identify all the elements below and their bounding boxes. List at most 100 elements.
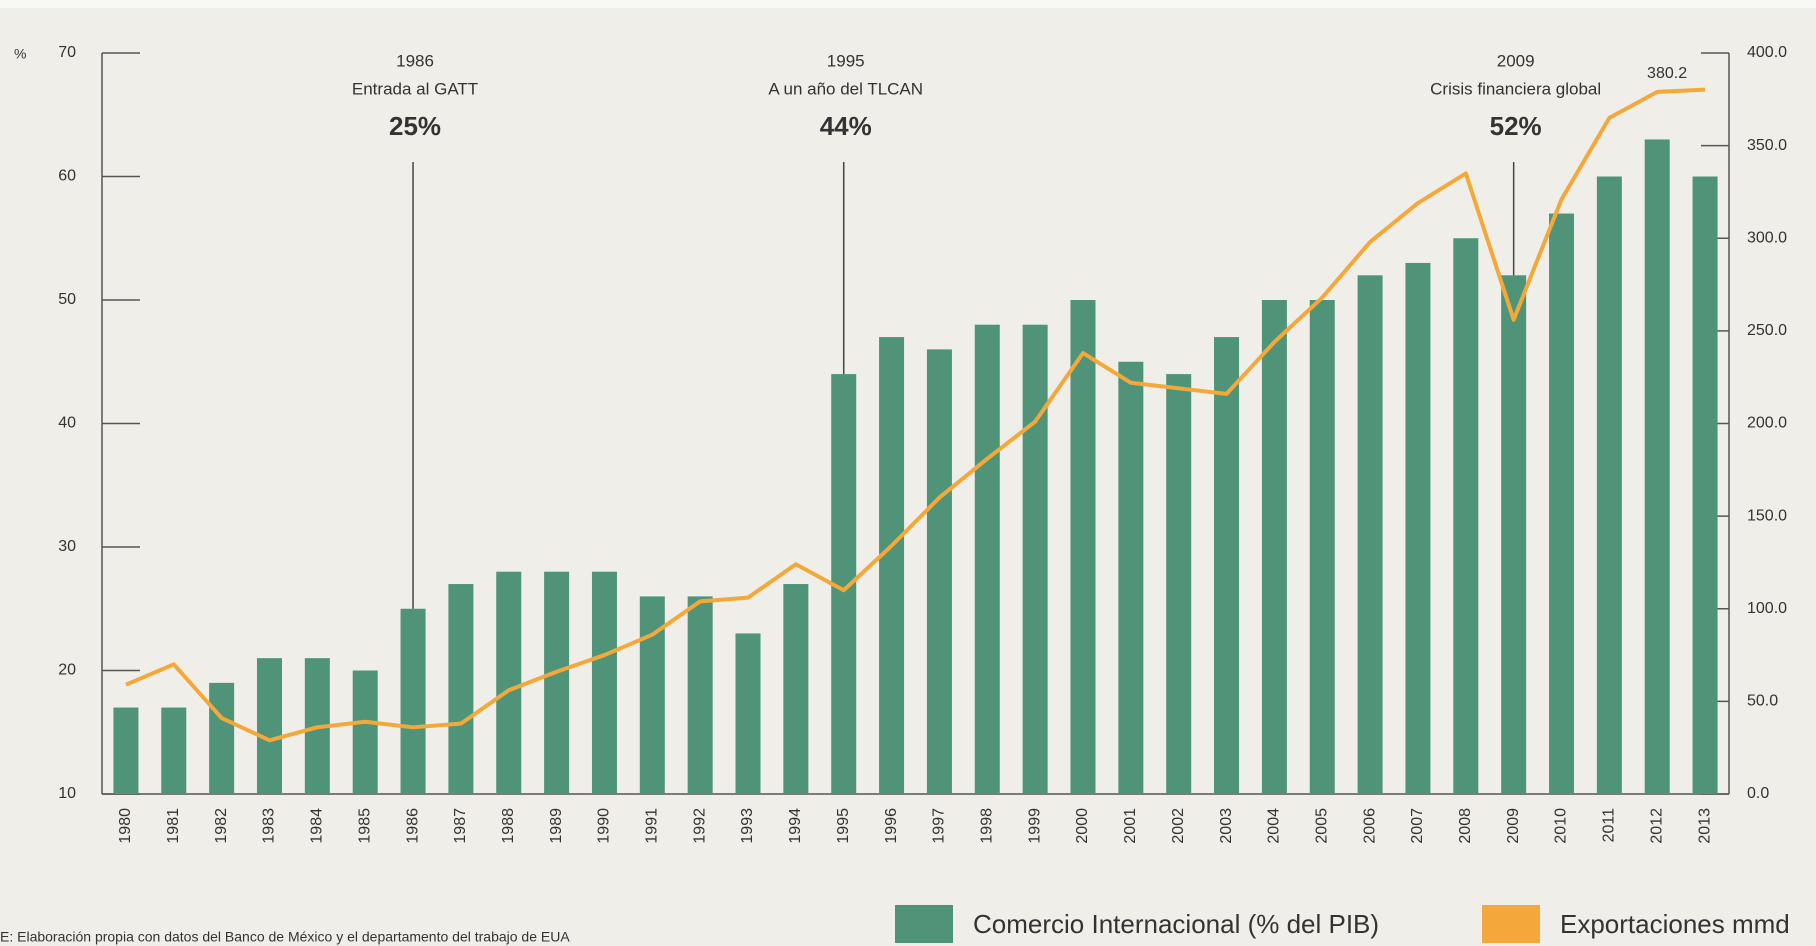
- x-tick-label: 1993: [739, 808, 756, 844]
- annotation-label: 52%: [1490, 111, 1542, 141]
- bar: [1309, 300, 1335, 794]
- bar: [1596, 176, 1622, 794]
- x-tick-label: 1999: [1026, 808, 1043, 844]
- x-tick-label: 2006: [1361, 808, 1378, 844]
- y2-tick-label: 0.0: [1747, 785, 1769, 802]
- line: [125, 87, 1706, 743]
- y2-tick-label: 350.0: [1747, 137, 1787, 154]
- x-tick-label: 2004: [1266, 808, 1283, 844]
- bar: [1022, 324, 1048, 794]
- bar: [1692, 176, 1718, 794]
- y2-tick-label: 50.0: [1747, 693, 1778, 710]
- y2-tick-label: 300.0: [1747, 229, 1787, 246]
- x-tick-label: 1994: [787, 808, 804, 844]
- bar: [1644, 139, 1670, 794]
- bar: [1501, 275, 1527, 794]
- bar: [735, 633, 761, 794]
- legend-label: Comercio Internacional (% del PIB): [973, 909, 1379, 939]
- x-tick-label: 1998: [978, 808, 995, 844]
- bar: [448, 584, 474, 794]
- top-band: [0, 0, 1816, 8]
- bar: [1070, 300, 1096, 794]
- y2-tick-label: 200.0: [1747, 415, 1787, 432]
- annotation-year: 2009: [1497, 51, 1535, 70]
- bar: [1549, 213, 1575, 795]
- x-tick-label: 2003: [1218, 808, 1235, 844]
- bar: [974, 324, 1000, 794]
- y-unit: %: [14, 46, 26, 62]
- bar: [544, 571, 570, 794]
- y2-tick-label: 150.0: [1747, 507, 1787, 524]
- annotation-text: Entrada al GATT: [352, 79, 478, 98]
- x-tick-label: 2009: [1505, 808, 1522, 844]
- annotation-text: Crisis financiera global: [1430, 79, 1601, 98]
- x-tick-label: 1983: [261, 808, 278, 844]
- legend-label: Exportaciones mmd: [1560, 909, 1790, 939]
- bar: [161, 707, 187, 794]
- y-tick-label: 50: [58, 291, 76, 308]
- x-tick-label: 2008: [1457, 808, 1474, 844]
- value-label: 380.2: [1647, 65, 1687, 82]
- x-tick-label: 1988: [500, 808, 517, 844]
- annotation-year: 1995: [827, 51, 865, 70]
- annotation-text: A un año del TLCAN: [768, 79, 923, 98]
- y-tick-label: 30: [58, 538, 76, 555]
- bar: [209, 682, 235, 794]
- x-tick-label: 1982: [213, 808, 230, 844]
- annotation-year: 1986: [396, 51, 434, 70]
- x-tick-label: 1990: [596, 808, 613, 844]
- x-tick-label: 1992: [691, 808, 708, 844]
- x-tick-label: 2011: [1601, 808, 1618, 843]
- x-tick-label: 1984: [309, 808, 326, 844]
- x-tick-label: 2001: [1122, 808, 1139, 844]
- bar: [1214, 337, 1240, 794]
- y-tick-label: 70: [58, 44, 76, 61]
- annotation-label: 25%: [389, 111, 441, 141]
- bar: [1405, 262, 1431, 794]
- x-tick-label: 1989: [548, 808, 565, 844]
- bar: [783, 584, 809, 794]
- y-tick-label: 10: [58, 785, 76, 802]
- bar: [1118, 361, 1144, 794]
- annotation-label: 44%: [820, 111, 872, 141]
- x-tick-label: 2007: [1409, 808, 1426, 844]
- y-tick-label: 20: [58, 662, 76, 679]
- y-tick-label: 40: [58, 415, 76, 432]
- x-tick-label: 2000: [1074, 808, 1091, 844]
- x-tick-label: 1981: [165, 808, 182, 844]
- x-tick-label: 2010: [1553, 808, 1570, 844]
- bar: [113, 707, 139, 794]
- bar: [879, 337, 905, 794]
- bar: [926, 349, 952, 794]
- legend-swatch: [1482, 905, 1540, 943]
- source: E: Elaboración propia con datos del Banc…: [0, 929, 570, 945]
- x-tick-label: 2002: [1170, 808, 1187, 844]
- x-tick-label: 1995: [835, 808, 852, 844]
- x-tick-label: 1991: [644, 808, 661, 844]
- x-tick-label: 1996: [883, 808, 900, 844]
- x-tick-label: 2005: [1313, 808, 1330, 844]
- bar: [496, 571, 522, 794]
- legend-swatch: [895, 905, 953, 943]
- bar: [1357, 275, 1383, 794]
- y2-tick-label: 400.0: [1747, 44, 1787, 61]
- y2-tick-label: 100.0: [1747, 600, 1787, 617]
- bar: [687, 596, 713, 794]
- bar: [1166, 374, 1192, 794]
- bar: [639, 596, 665, 794]
- x-tick-label: 1986: [404, 808, 421, 844]
- x-tick-label: 2013: [1696, 808, 1713, 844]
- y-tick-label: 60: [58, 168, 76, 185]
- bar: [1261, 300, 1287, 794]
- bar: [352, 670, 378, 794]
- y2-tick-label: 250.0: [1747, 322, 1787, 339]
- x-tick-label: 1997: [931, 808, 948, 844]
- x-tick-label: 1980: [117, 808, 134, 844]
- x-tick-label: 1985: [356, 808, 373, 844]
- bar: [1453, 238, 1479, 794]
- x-tick-label: 2012: [1648, 808, 1665, 844]
- bar: [256, 658, 282, 794]
- bar: [591, 571, 617, 794]
- bar: [400, 608, 426, 794]
